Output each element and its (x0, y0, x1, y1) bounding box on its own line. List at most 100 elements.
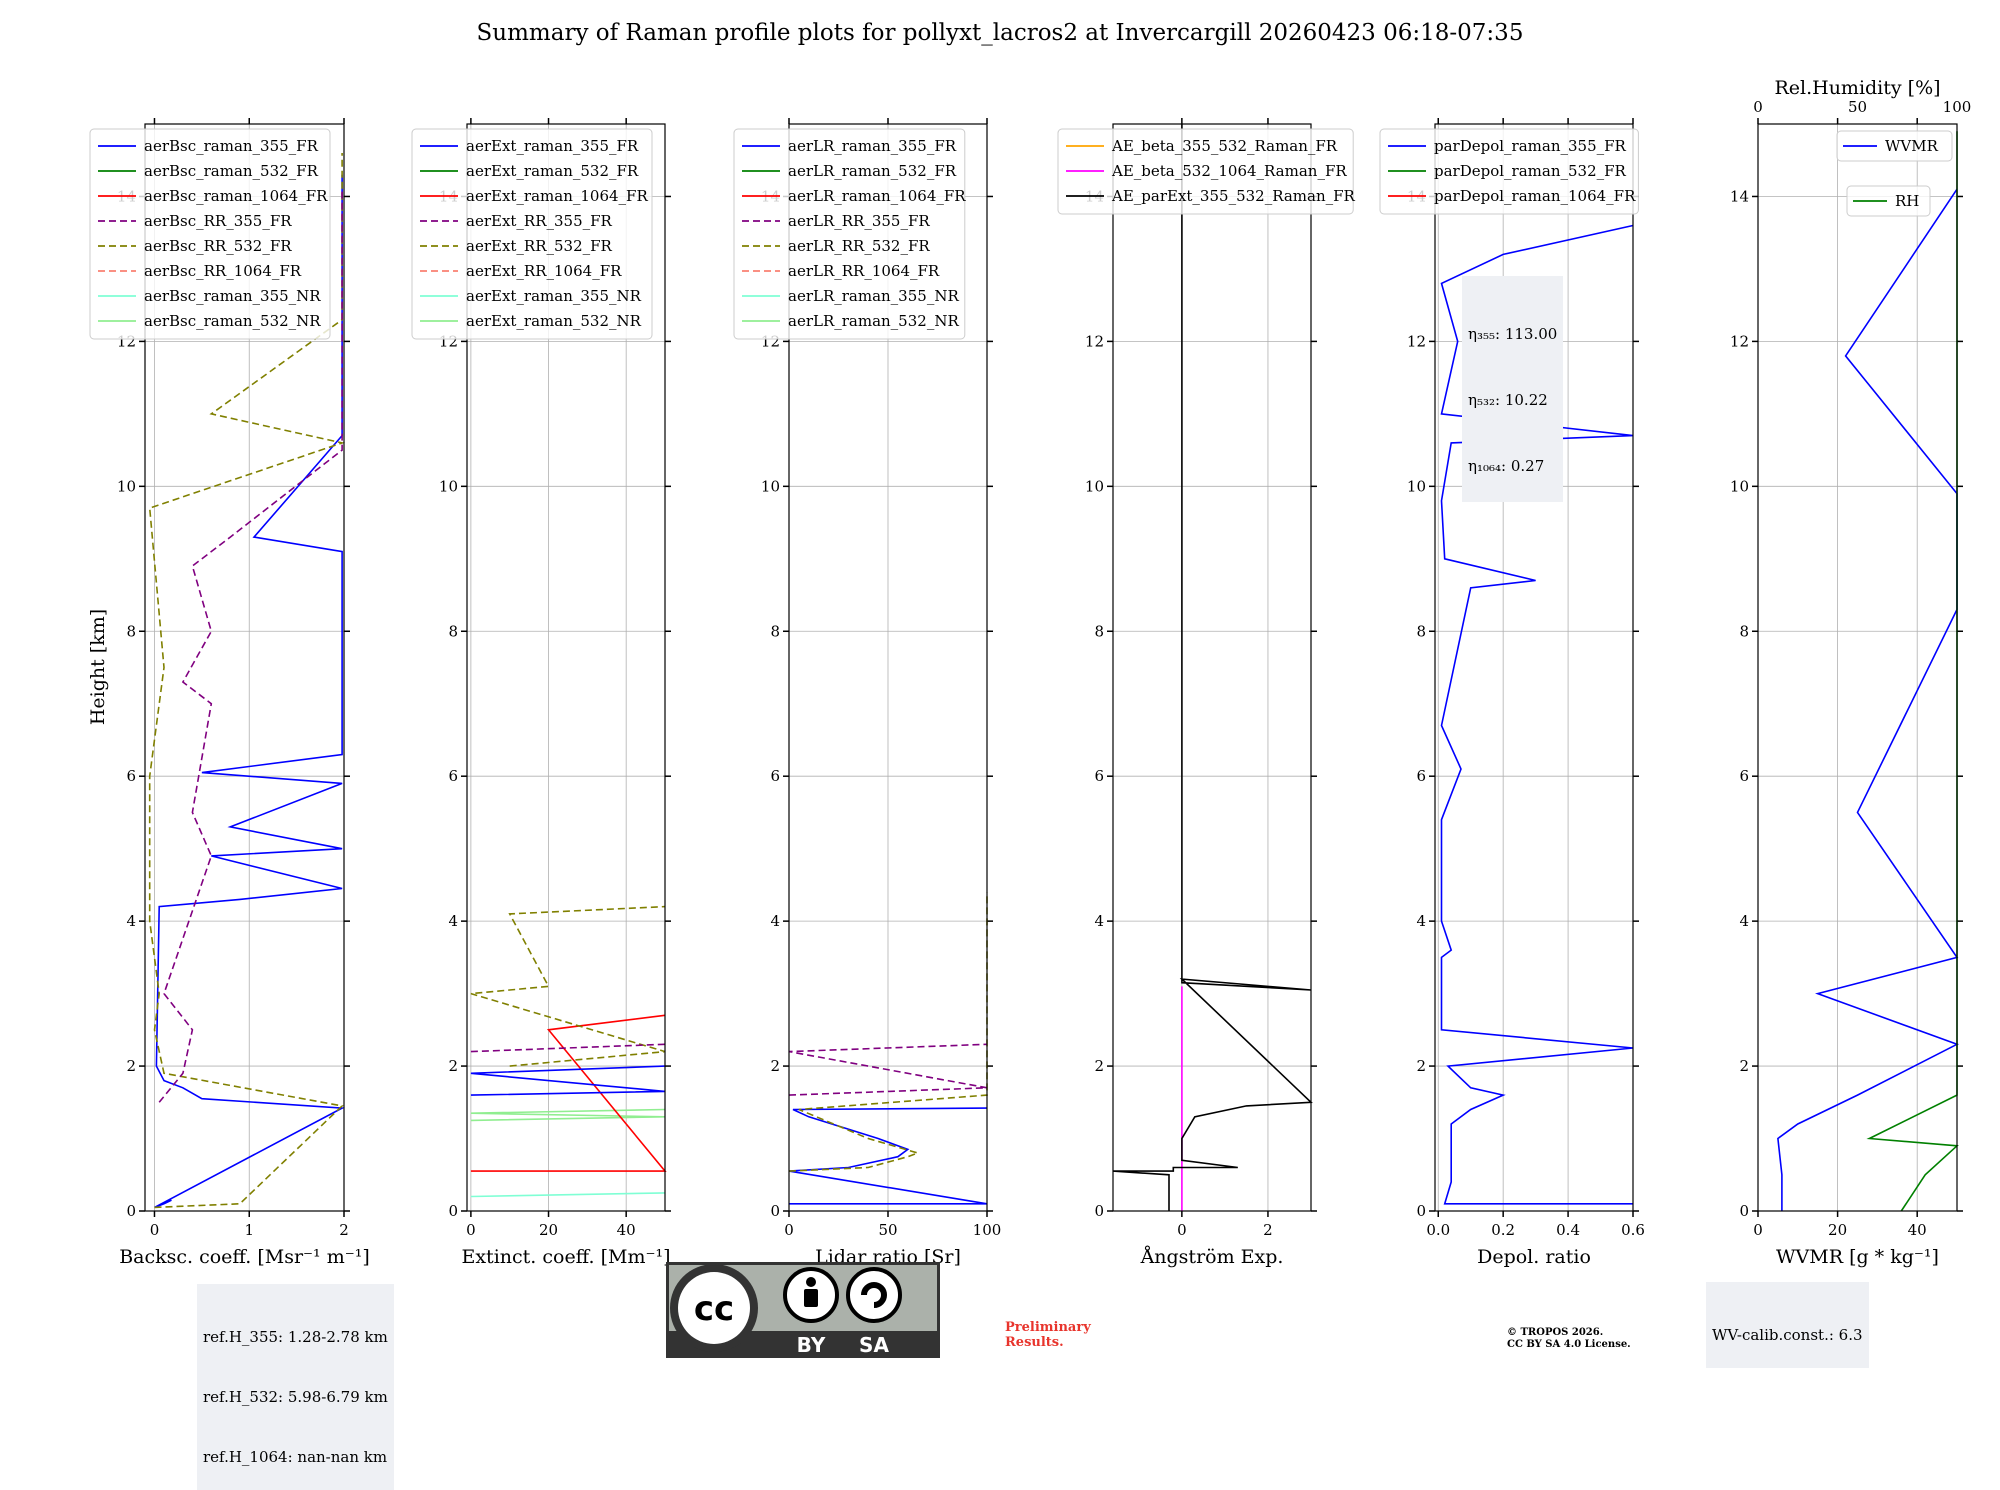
y-tick-label: 4 (1416, 912, 1426, 930)
legend-extinction: aerExt_raman_355_FR aerExt_raman_532_FRae… (411, 128, 653, 340)
legend-entry: aerLR_RR_355_FR (788, 212, 930, 230)
wv-calib-const: WV-calib.const.: 6.3 (1712, 1326, 1863, 1344)
eta-532: η₅₃₂: 10.22 (1468, 391, 1548, 409)
y-tick-label: 0 (1739, 1202, 1749, 1220)
y-tick-label: 4 (770, 912, 780, 930)
by-person-head (806, 1277, 816, 1287)
ref-h-355: ref.H_355: 1.28-2.78 km (203, 1328, 388, 1346)
y-tick-label: 4 (1739, 912, 1749, 930)
legend-entry: aerExt_raman_532_NR (466, 312, 642, 330)
legend-entry: aerBsc_RR_355_FR (144, 212, 292, 230)
y-tick-label: 2 (770, 1057, 780, 1075)
series-line-AE_parExt_355_532_Raman_FR (1112, 124, 1313, 1211)
legend-entry: aerBsc_raman_532_NR (144, 312, 321, 330)
eta-355: η₃₅₅: 113.00 (1468, 325, 1558, 343)
x-tick-label: 0.4 (1556, 1221, 1580, 1239)
y-tick-label: 10 (439, 477, 458, 495)
x-tick-label: 0 (466, 1221, 476, 1239)
top-x-tick-label: 0 (1753, 98, 1763, 116)
y-tick-label: 8 (770, 622, 780, 640)
panel-lidar_ratio: 02468101214050100Lidar ratio [Sr]aerLR_r… (733, 118, 1002, 1268)
legend-box (1836, 130, 1953, 162)
x-axis-label: Depol. ratio (1477, 1246, 1591, 1268)
y-tick-label: 6 (1416, 767, 1426, 785)
series-line-aerExt_RR_532_FR (470, 905, 666, 1067)
series-line-aerLR_raman_355_FR (788, 1107, 988, 1205)
x-tick-label: 40 (617, 1221, 636, 1239)
y-tick-label: 8 (1739, 622, 1749, 640)
legend-box (733, 128, 966, 340)
legend-entry: AE_parExt_355_532_Raman_FR (1111, 187, 1356, 205)
copyright-line-1: © TROPOS 2026. (1507, 1327, 1604, 1338)
x-tick-label: 0 (150, 1221, 160, 1239)
y-tick-label: 8 (448, 622, 458, 640)
y-tick-label: 4 (126, 912, 136, 930)
legend-entry: aerBsc_raman_532_FR (144, 162, 319, 180)
legend-entry: aerLR_raman_355_FR (788, 137, 957, 155)
panel-extinction: 0246810121402040Extinct. coeff. [Mm⁻¹]ae… (411, 118, 671, 1268)
copyright-line-2: CC BY SA 4.0 License. (1507, 1339, 1631, 1350)
y-tick-label: 2 (1094, 1057, 1104, 1075)
x-tick-label: 0.0 (1426, 1221, 1450, 1239)
sa-share-alike-icon (846, 1267, 902, 1323)
legend-box (1846, 185, 1931, 217)
y-tick-label: 2 (1739, 1057, 1749, 1075)
x-tick-label: 20 (539, 1221, 558, 1239)
y-tick-label: 6 (770, 767, 780, 785)
top-x-tick-label: 50 (1848, 98, 1867, 116)
y-tick-label: 4 (448, 912, 458, 930)
x-tick-label: 40 (1908, 1221, 1927, 1239)
y-tick-label: 0 (770, 1202, 780, 1220)
series-line-RH (1866, 131, 1959, 1212)
sa-label: SA (859, 1333, 889, 1357)
ref-h-532: ref.H_532: 5.98-6.79 km (203, 1388, 388, 1406)
legend-entry: parDepol_raman_355_FR (1434, 137, 1627, 155)
y-tick-label: 10 (761, 477, 780, 495)
legend-entry: aerLR_raman_1064_FR (788, 187, 966, 205)
legend-backscatter: aerBsc_raman_355_FR aerBsc_raman_532_FRae… (89, 128, 331, 340)
legend-angstrom: AE_beta_355_532_Raman_FR AE_beta_532_1064… (1057, 128, 1356, 215)
y-tick-label: 8 (1094, 622, 1104, 640)
series-line-aerBsc_RR_532_FR (148, 153, 346, 1209)
x-tick-label: 0 (1753, 1221, 1763, 1239)
y-tick-label: 2 (126, 1057, 136, 1075)
y-tick-label: 2 (1416, 1057, 1426, 1075)
y-tick-label: 8 (1416, 622, 1426, 640)
y-tick-label: 12 (1407, 332, 1426, 350)
legend-entry: AE_beta_355_532_Raman_FR (1111, 137, 1338, 155)
x-tick-label: 0.6 (1621, 1221, 1645, 1239)
y-tick-label: 10 (1730, 477, 1749, 495)
legend-entry: aerExt_RR_1064_FR (466, 262, 622, 280)
eta-1064: η₁₀₆₄: 0.27 (1468, 457, 1545, 475)
y-tick-label: 0 (1416, 1202, 1426, 1220)
x-tick-label: 2 (339, 1221, 349, 1239)
axes-frame (466, 123, 666, 1212)
series-line-aerExt_RR_355_FR (470, 1043, 666, 1053)
x-axis-label: Backsc. coeff. [Msr⁻¹ m⁻¹] (119, 1246, 370, 1268)
legend-entry: aerExt_RR_532_FR (466, 237, 613, 255)
y-tick-label: 12 (1085, 332, 1104, 350)
x-tick-label: 100 (973, 1221, 1002, 1239)
y-tick-label: 0 (1094, 1202, 1104, 1220)
cc-by-sa-logo: cc BY SA (666, 1262, 940, 1358)
legend-entry: aerExt_raman_1064_FR (466, 187, 648, 205)
x-tick-label: 1 (244, 1221, 254, 1239)
x-axis-label: Ångström Exp. (1140, 1246, 1284, 1268)
panel-angstrom: 0246810121402Ångström Exp.AE_beta_355_53… (1057, 118, 1356, 1268)
x-tick-label: 0.2 (1491, 1221, 1515, 1239)
legend-depol: parDepol_raman_355_FR parDepol_raman_532_… (1379, 128, 1639, 215)
x-tick-label: 2 (1263, 1221, 1273, 1239)
y-tick-label: 6 (1094, 767, 1104, 785)
series-line-WVMR (1777, 188, 1960, 1211)
y-tick-label: 10 (117, 477, 136, 495)
y-tick-label: 6 (1739, 767, 1749, 785)
by-label: BY (797, 1333, 826, 1357)
wv-calibration-box: WV-calib.const.: 6.3 (1706, 1282, 1869, 1368)
legend-entry: aerBsc_RR_532_FR (144, 237, 292, 255)
legend-box (411, 128, 653, 340)
axes-frame (144, 123, 345, 1212)
top-x-axis-label: Rel.Humidity [%] (1774, 77, 1940, 99)
copyright-note: © TROPOS 2026. CC BY SA 4.0 License. (1507, 1327, 1631, 1351)
series-line-aerLR_RR_355_FR (788, 1043, 988, 1096)
y-axis-label: Height [km] (87, 609, 109, 725)
